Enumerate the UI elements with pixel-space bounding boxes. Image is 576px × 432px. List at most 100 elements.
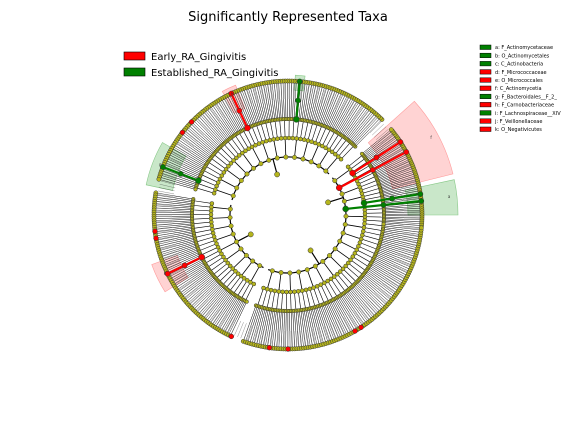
branch-line [200, 174, 219, 183]
branch-line [283, 310, 285, 331]
branch-line [278, 272, 282, 292]
branch-line [342, 232, 362, 240]
branch-line [393, 262, 409, 269]
branch-line [204, 112, 216, 125]
branch-line [236, 300, 246, 320]
order-node [223, 167, 229, 172]
branch-line [168, 266, 185, 276]
branch-line [156, 236, 175, 241]
branch-line [182, 254, 201, 264]
branch-line [213, 103, 225, 119]
branch-line [357, 280, 373, 295]
branch-line [380, 239, 401, 246]
branch-line [280, 330, 283, 347]
significant-node [177, 170, 184, 177]
branch-line [369, 297, 383, 311]
branch-line [317, 87, 323, 103]
branch-line [157, 230, 174, 233]
branch-line [173, 197, 194, 201]
branch-line [303, 121, 309, 140]
branch-line [362, 142, 379, 156]
branch-line [247, 325, 254, 343]
branch-line [170, 267, 185, 276]
branch-line [195, 187, 215, 194]
branch-line [240, 260, 254, 277]
branch-line [170, 150, 187, 160]
genus-node [419, 225, 424, 231]
branch-line [201, 112, 214, 127]
branch-line [257, 327, 262, 344]
class-node [296, 269, 302, 275]
branch-line [319, 86, 326, 104]
branch-line [176, 183, 196, 190]
branch-line [277, 99, 280, 120]
branch-line [240, 108, 250, 128]
branch-line [196, 117, 209, 131]
branch-line [401, 184, 419, 190]
branch-line [346, 290, 360, 307]
order-node [357, 240, 363, 245]
branch-line [320, 326, 326, 342]
key-swatch [479, 93, 492, 99]
significant-node [295, 97, 301, 104]
cladogram: a f g h k i [145, 74, 459, 352]
branch-line [297, 310, 300, 331]
branch-line [267, 329, 270, 346]
branch-line [250, 326, 256, 342]
branch-line [376, 290, 389, 301]
branch-line [303, 100, 307, 121]
phylum-node [247, 231, 254, 238]
class-node [230, 231, 236, 237]
branch-line [197, 300, 211, 315]
branch-line [339, 240, 357, 251]
branch-line [282, 81, 284, 100]
branch-line [172, 223, 193, 226]
branch-line [204, 253, 222, 264]
branch-line [210, 108, 220, 122]
class-node [238, 178, 244, 184]
branch-line [346, 123, 360, 140]
order-node [345, 260, 351, 266]
branch-line [363, 195, 383, 201]
branch-line [383, 221, 404, 223]
branch-line [183, 134, 197, 145]
branch-line [154, 199, 173, 202]
branch-line [376, 252, 395, 261]
branch-line [306, 329, 309, 346]
branch-line [314, 103, 321, 123]
branch-line [269, 329, 273, 348]
branch-line [161, 252, 179, 260]
significant-node [373, 154, 380, 161]
branch-line [303, 329, 307, 348]
class-node [308, 159, 314, 165]
key-swatch [479, 102, 492, 108]
branch-line [382, 137, 398, 148]
branch-line [374, 126, 387, 138]
branch-line [241, 89, 249, 107]
class-node [250, 258, 256, 264]
branch-line [237, 93, 244, 108]
branch-line [377, 174, 397, 182]
branch-line [172, 206, 193, 209]
class-node [257, 263, 263, 269]
branch-line [383, 218, 404, 220]
branch-line [342, 268, 357, 283]
branch-line [382, 233, 402, 239]
branch-line [383, 225, 404, 229]
branch-line [352, 103, 364, 119]
branch-line [164, 256, 180, 263]
branch-line [180, 135, 195, 147]
branch-line [187, 290, 200, 301]
branch-line [361, 140, 378, 155]
branch-line [178, 137, 194, 148]
branch-line [167, 161, 183, 168]
branch-line [163, 253, 179, 260]
branch-line [164, 259, 182, 268]
branch-line [198, 275, 215, 290]
branch-line [394, 160, 411, 169]
branch-line [215, 123, 229, 140]
branch-line [372, 294, 384, 306]
branch-line [325, 156, 339, 172]
branch-line [252, 85, 258, 104]
branch-line [378, 246, 398, 254]
